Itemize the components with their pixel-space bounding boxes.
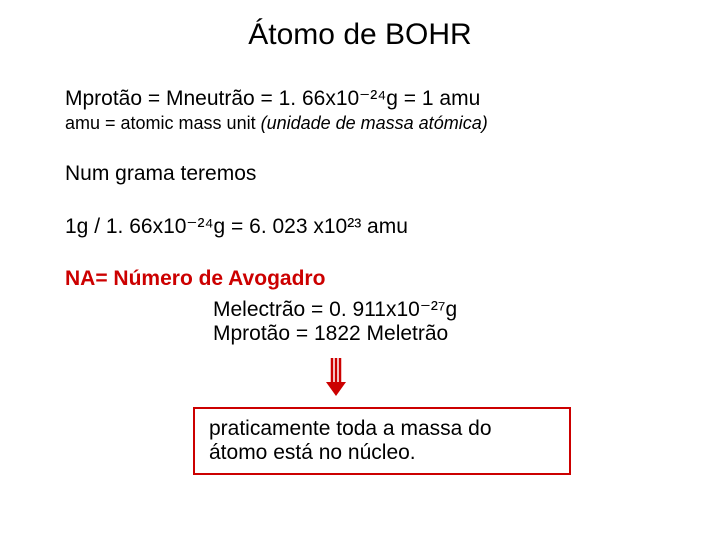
- amu-definition-line: amu = atomic mass unit (unidade de massa…: [65, 113, 655, 134]
- proton-electron-ratio-line: Mprotão = 1822 Meletrão: [213, 322, 655, 346]
- page-title: Átomo de BOHR: [65, 18, 655, 52]
- amu-def-italic: (unidade de massa atómica): [261, 113, 488, 133]
- conclusion-box: praticamente toda a massa do átomo está …: [193, 407, 571, 475]
- electron-mass-block: Melectrão = 0. 911x10⁻²⁷g Mprotão = 1822…: [213, 297, 655, 346]
- amu-def-prefix: amu = atomic mass unit: [65, 113, 261, 133]
- proton-neutron-mass-line: Mprotão = Mneutrão = 1. 66x10⁻²⁴g = 1 am…: [65, 86, 655, 111]
- avogadro-line: NA= Número de Avogadro: [65, 267, 655, 291]
- down-arrow-icon: [323, 356, 655, 403]
- electron-mass-line: Melectrão = 0. 911x10⁻²⁷g: [213, 297, 655, 322]
- gram-intro-line: Num grama teremos: [65, 162, 655, 186]
- calculation-line: 1g / 1. 66x10⁻²⁴g = 6. 023 x10²³ amu: [65, 214, 655, 239]
